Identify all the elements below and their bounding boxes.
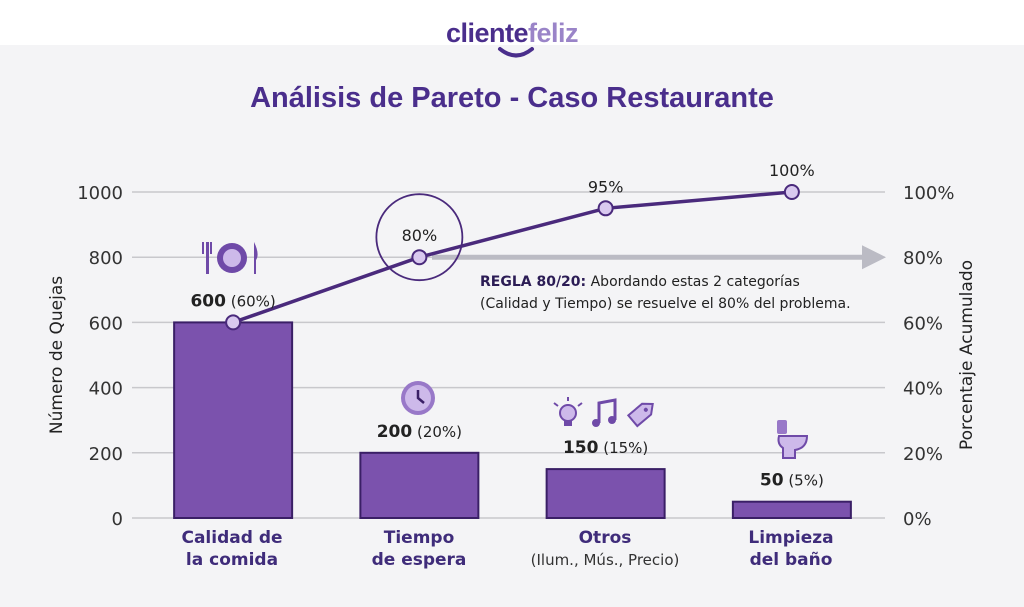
y2-tick-label: 60% <box>903 313 943 334</box>
bar-percent: (15%) <box>598 439 648 457</box>
bar <box>545 468 666 520</box>
line-point <box>783 184 800 200</box>
y2-tick-label: 80% <box>903 248 943 269</box>
price-tag-icon <box>626 402 654 428</box>
bar-value: 600 <box>190 291 226 311</box>
cumulative-line <box>232 190 793 325</box>
line-point-label: 95% <box>588 177 624 196</box>
chart-title: Análisis de Pareto - Caso Restaurante <box>250 82 774 114</box>
y2-tick-label: 100% <box>903 183 954 204</box>
logo-part-1: cliente <box>445 18 529 48</box>
plate-icon <box>202 242 258 274</box>
y-tick-label: 200 <box>89 444 123 465</box>
brand-logo: clientefeliz <box>0 18 1024 49</box>
category-label-calidad: Calidad de la comida <box>122 527 342 571</box>
category-line-2: del baño <box>749 550 833 570</box>
category-line-1: Limpieza <box>748 528 834 548</box>
y-tick-label: 600 <box>89 313 123 334</box>
music-note-icon <box>592 398 617 427</box>
highlight-80-circle <box>375 193 464 282</box>
line-point <box>225 314 242 331</box>
rule-line-2: (Calidad y Tiempo) se resuelve el 80% de… <box>480 296 851 312</box>
category-label-tiempo: Tiempo de espera <box>309 527 529 571</box>
bar-percent: (60%) <box>226 292 276 310</box>
line-point-label: 80% <box>402 226 438 245</box>
clock-icon <box>401 381 435 415</box>
pareto-rule-annotation: REGLA 80/20: Abordando estas 2 categoría… <box>480 271 851 315</box>
lightbulb-icon <box>553 397 583 426</box>
category-line-2: de espera <box>371 550 467 570</box>
y-axis-title: Número de Quejas <box>47 276 67 434</box>
category-line-1: Otros <box>578 528 632 548</box>
bar-value: 200 <box>377 422 413 442</box>
bar-data-label: 50 (5%) <box>760 471 824 491</box>
bar-data-label: 600 (60%) <box>190 291 275 311</box>
rule-line-1: Abordando estas 2 categorías <box>590 274 800 290</box>
bar <box>173 321 294 519</box>
category-line-1: Tiempo <box>383 528 455 548</box>
line-point <box>411 249 428 266</box>
bar <box>731 500 852 520</box>
y2-axis-title: Porcentaje Acumulado <box>957 260 977 450</box>
bar-percent: (20%) <box>412 423 462 441</box>
arrow-head-icon <box>862 245 886 270</box>
line-point <box>597 200 614 217</box>
y-tick-label: 1000 <box>77 183 123 204</box>
line-point-label: 100% <box>769 161 815 180</box>
category-line-2: la comida <box>185 550 279 570</box>
y2-tick-label: 20% <box>903 444 943 465</box>
logo-smile-icon <box>498 47 534 58</box>
toilet-icon <box>777 420 809 459</box>
bar-data-label: 150 (15%) <box>563 438 648 458</box>
bar-value: 150 <box>563 438 599 458</box>
bar-data-label: 200 (20%) <box>377 422 462 442</box>
y2-tick-label: 40% <box>903 379 943 400</box>
category-label-limpieza: Limpieza del baño <box>681 527 901 571</box>
category-label-otros: Otros (Ilum., Mús., Precio) <box>495 527 715 571</box>
y-tick-label: 0 <box>112 509 123 530</box>
category-line-1: Calidad de <box>181 528 283 548</box>
bar <box>359 451 480 519</box>
rule-title: REGLA 80/20: <box>480 274 587 290</box>
bar-value: 50 <box>760 471 784 491</box>
y-tick-label: 400 <box>89 379 123 400</box>
bar-percent: (5%) <box>784 472 824 490</box>
logo-part-2: feliz <box>528 18 579 48</box>
y2-tick-label: 0% <box>903 509 932 530</box>
category-subtitle: (Ilum., Mús., Precio) <box>530 551 680 569</box>
y-tick-label: 800 <box>89 248 123 269</box>
